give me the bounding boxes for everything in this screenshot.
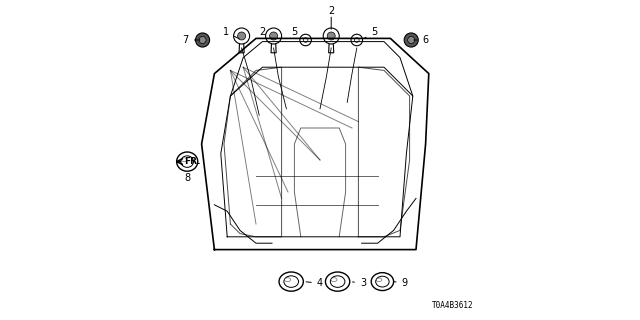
Ellipse shape (376, 276, 389, 287)
Ellipse shape (330, 276, 345, 287)
Ellipse shape (331, 278, 337, 282)
Text: 4: 4 (306, 278, 323, 288)
Ellipse shape (371, 273, 394, 291)
Text: 5: 5 (364, 27, 378, 38)
Circle shape (234, 28, 250, 44)
Text: 7: 7 (182, 35, 200, 45)
Ellipse shape (177, 152, 198, 171)
Ellipse shape (279, 272, 303, 291)
Polygon shape (271, 40, 276, 53)
Circle shape (327, 32, 335, 40)
Circle shape (408, 36, 415, 44)
Text: 8: 8 (184, 172, 190, 183)
Ellipse shape (285, 278, 291, 282)
Ellipse shape (181, 158, 187, 162)
Text: FR.: FR. (184, 157, 200, 166)
Text: 1: 1 (223, 27, 239, 39)
Polygon shape (239, 40, 244, 53)
Text: 5: 5 (291, 27, 303, 38)
Circle shape (196, 33, 210, 47)
Circle shape (303, 38, 308, 42)
Circle shape (355, 38, 359, 42)
Circle shape (404, 33, 419, 47)
Circle shape (269, 32, 278, 40)
Text: 2: 2 (328, 6, 334, 16)
Circle shape (266, 28, 282, 44)
Ellipse shape (326, 272, 350, 291)
Text: T0A4B3612: T0A4B3612 (432, 301, 474, 310)
Polygon shape (329, 40, 334, 53)
Circle shape (199, 36, 206, 44)
Text: 9: 9 (394, 278, 408, 288)
Circle shape (237, 32, 246, 40)
Text: 6: 6 (414, 35, 429, 45)
Circle shape (323, 28, 339, 44)
Text: 3: 3 (353, 278, 366, 288)
Circle shape (351, 34, 362, 46)
Ellipse shape (284, 276, 298, 287)
Text: 2: 2 (259, 27, 271, 38)
Ellipse shape (376, 278, 382, 282)
Ellipse shape (181, 156, 193, 167)
Circle shape (300, 34, 312, 46)
